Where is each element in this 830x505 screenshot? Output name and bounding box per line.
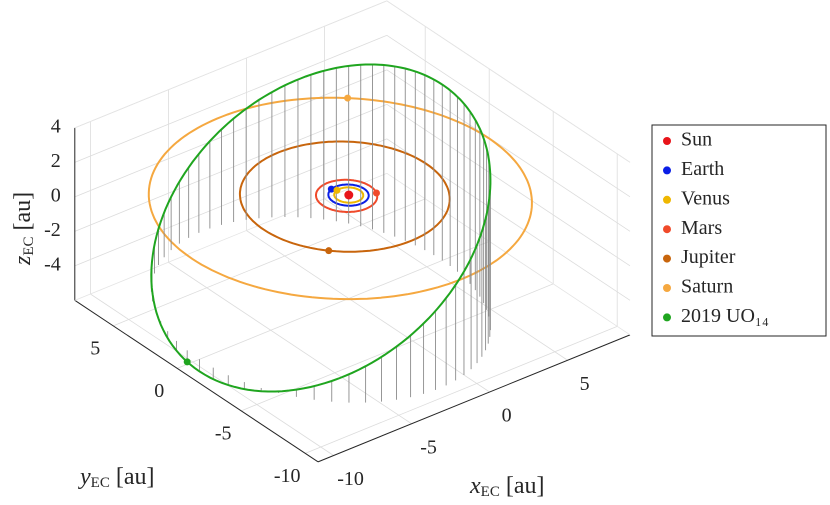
grid-line — [386, 138, 631, 301]
grid-line — [305, 325, 618, 454]
grid-line — [324, 198, 568, 361]
legend-marker — [663, 284, 671, 292]
x-tick-label: -5 — [420, 436, 437, 458]
z-label-unit: [au] — [10, 192, 36, 231]
plot-area — [147, 63, 533, 403]
y-axis-label: yEC [au] — [78, 464, 154, 492]
x-label-unit: [au] — [506, 473, 545, 499]
legend-label: Mars — [681, 217, 722, 239]
legend-marker — [663, 225, 671, 234]
orbit — [315, 178, 379, 213]
legend-marker — [663, 254, 671, 263]
box-edge — [74, 0, 387, 129]
body-marker — [183, 358, 191, 366]
orbit — [238, 140, 451, 253]
axis-line — [317, 334, 631, 463]
y-label-unit: [au] — [116, 464, 155, 490]
y-label-sub: EC — [91, 475, 110, 491]
body-marker — [325, 247, 333, 255]
y-label-symbol: y — [78, 464, 91, 490]
grid: -10 -5 0 5 -10 -5 0 5 -4 -2 0 2 4 — [44, 0, 631, 490]
body-marker — [333, 186, 341, 194]
grid-line — [177, 240, 490, 369]
grid-line — [241, 283, 554, 412]
grid-line — [168, 261, 412, 425]
legend-box — [651, 124, 827, 337]
x-tick-label: -10 — [337, 468, 364, 490]
grid-line — [386, 69, 631, 232]
grid-line — [74, 138, 387, 267]
grid-line — [386, 35, 631, 198]
z-tick-label: -4 — [44, 253, 61, 275]
grid-line — [74, 69, 387, 198]
box-edge — [386, 173, 631, 336]
grid-line — [90, 293, 334, 456]
legend-label: Earth — [681, 158, 724, 180]
z-tick-label: 0 — [51, 184, 61, 206]
z-axis-label: zEC [au] — [10, 192, 38, 266]
grid-line — [74, 34, 387, 163]
legend-marker — [663, 313, 671, 322]
box-edge — [74, 172, 387, 301]
y-tick-label: -10 — [274, 465, 301, 487]
z-tick-label: 4 — [51, 115, 61, 137]
x-tick-label: 0 — [502, 405, 512, 427]
grid-line — [246, 230, 490, 393]
grid-line — [74, 103, 387, 232]
legend-label: Sun — [681, 129, 712, 151]
z-label-symbol: z — [10, 255, 36, 266]
x-axis-label: xEC [au] — [469, 473, 544, 501]
y-tick-label: -5 — [215, 422, 232, 444]
orbit — [150, 63, 492, 393]
body-marker — [327, 185, 335, 193]
grid-line — [113, 198, 426, 327]
axis-line — [74, 299, 319, 463]
legend-label: Venus — [681, 187, 730, 209]
z-tick-label: 2 — [51, 150, 61, 172]
orbit — [333, 186, 365, 204]
body-marker — [344, 190, 354, 200]
y-tick-label: 0 — [154, 380, 164, 402]
legend-marker — [663, 137, 671, 145]
legend-label: Saturn — [681, 276, 733, 298]
legend-marker — [663, 195, 671, 204]
legend-marker — [663, 166, 671, 175]
grid-line — [386, 104, 631, 267]
x-tick-label: 5 — [580, 373, 590, 395]
x-label-symbol: x — [469, 473, 481, 499]
box-edge — [386, 0, 631, 163]
orbit — [327, 183, 370, 207]
legend-label: 2019 UO₁₄ — [681, 305, 769, 327]
legend-label: Jupiter — [681, 246, 736, 268]
y-tick-label: 5 — [90, 337, 100, 359]
body-marker — [372, 189, 380, 197]
z-label-sub: EC — [21, 236, 37, 255]
orbit — [147, 96, 533, 301]
body-marker — [344, 94, 352, 102]
x-label-sub: EC — [481, 484, 500, 500]
legend: Sun Earth Venus Mars Jupiter Saturn 2019 UO₁₄ — [663, 129, 769, 327]
z-tick-label: -2 — [44, 219, 61, 241]
